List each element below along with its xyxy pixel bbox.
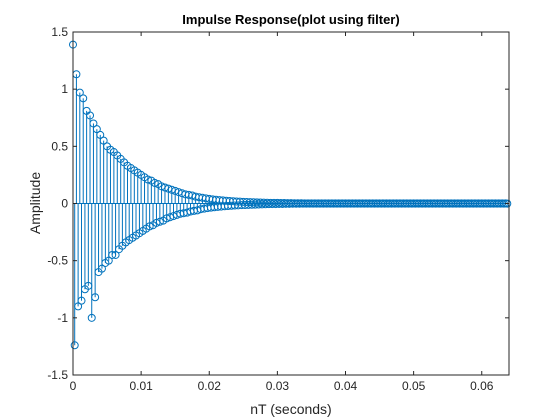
x-tick-label: 0.04	[334, 379, 358, 393]
y-tick-label: 1	[61, 82, 68, 96]
stem-marker	[162, 214, 171, 223]
stem-marker	[150, 178, 159, 187]
x-axis-label: nT (seconds)	[250, 401, 331, 417]
stem-marker	[79, 94, 88, 103]
stem-marker	[87, 313, 96, 322]
stem-marker	[96, 130, 105, 139]
y-tick-label: -0.5	[47, 254, 68, 268]
stem-marker	[91, 293, 100, 302]
y-tick-label: -1.5	[47, 368, 68, 382]
stem-marker	[164, 184, 173, 193]
stem-marker	[145, 222, 154, 231]
stem-marker	[92, 125, 101, 134]
stem-marker	[75, 88, 84, 97]
stem-marker	[167, 185, 176, 194]
stem-marker	[143, 175, 152, 184]
chart-title: Impulse Response(plot using filter)	[182, 12, 399, 27]
x-tick-label: 0.05	[402, 379, 426, 393]
x-tick-label: 0.01	[129, 379, 153, 393]
stem-marker	[160, 183, 169, 192]
stem-marker	[152, 218, 161, 227]
stem-marker	[97, 264, 106, 273]
stem-marker	[99, 136, 108, 145]
stem-marker	[89, 119, 98, 128]
stem-marker	[166, 213, 175, 222]
y-axis-label: Amplitude	[27, 172, 43, 234]
x-tick-label: 0	[70, 379, 77, 393]
stem-marker	[86, 111, 95, 120]
stem-marker	[503, 199, 512, 208]
y-axis-ticks: 1.5 1 0.5 0 -0.5 -1 -1.5	[47, 25, 509, 382]
x-tick-label: 0.03	[266, 379, 290, 393]
x-axis-ticks: 0 0.01 0.02 0.03 0.04 0.05 0.06	[70, 32, 494, 393]
x-tick-label: 0.06	[470, 379, 494, 393]
stem-marker	[171, 186, 180, 195]
stem-marker	[70, 341, 79, 350]
y-tick-label: 0.5	[51, 139, 68, 153]
stem-marker	[104, 256, 113, 265]
x-tick-label: 0.02	[198, 379, 222, 393]
stem-marker	[174, 188, 183, 197]
stem-marker	[74, 302, 83, 311]
y-tick-label: 0	[61, 197, 68, 211]
stem-marker	[111, 250, 120, 259]
stem-marker	[169, 212, 178, 221]
stem-marker	[77, 296, 86, 305]
stem-marks	[69, 40, 512, 350]
stem-marker	[155, 217, 164, 226]
y-tick-label: -1	[57, 311, 68, 325]
stem-marker	[157, 182, 166, 191]
y-tick-label: 1.5	[51, 25, 68, 39]
